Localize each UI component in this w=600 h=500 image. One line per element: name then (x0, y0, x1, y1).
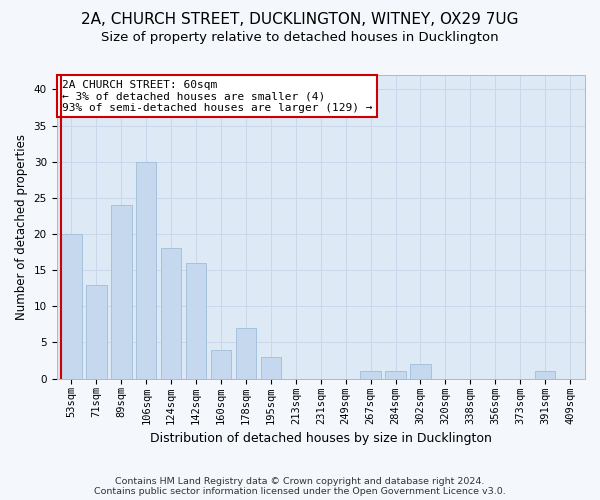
Bar (385, 372, 406, 378)
Bar (161, 248, 181, 378)
Bar (86, 284, 107, 378)
Bar (186, 263, 206, 378)
Bar (361, 372, 381, 378)
Text: Contains public sector information licensed under the Open Government Licence v3: Contains public sector information licen… (94, 487, 506, 496)
Bar (136, 162, 157, 378)
Bar (61, 234, 82, 378)
X-axis label: Distribution of detached houses by size in Ducklington: Distribution of detached houses by size … (150, 432, 492, 445)
Text: 2A CHURCH STREET: 60sqm
← 3% of detached houses are smaller (4)
93% of semi-deta: 2A CHURCH STREET: 60sqm ← 3% of detached… (62, 80, 373, 113)
Text: Size of property relative to detached houses in Ducklington: Size of property relative to detached ho… (101, 31, 499, 44)
Bar (236, 328, 256, 378)
Bar (535, 372, 556, 378)
Bar (111, 205, 131, 378)
Bar (410, 364, 431, 378)
Y-axis label: Number of detached properties: Number of detached properties (15, 134, 28, 320)
Text: Contains HM Land Registry data © Crown copyright and database right 2024.: Contains HM Land Registry data © Crown c… (115, 477, 485, 486)
Text: 2A, CHURCH STREET, DUCKLINGTON, WITNEY, OX29 7UG: 2A, CHURCH STREET, DUCKLINGTON, WITNEY, … (81, 12, 519, 28)
Bar (211, 350, 231, 378)
Bar (260, 357, 281, 378)
